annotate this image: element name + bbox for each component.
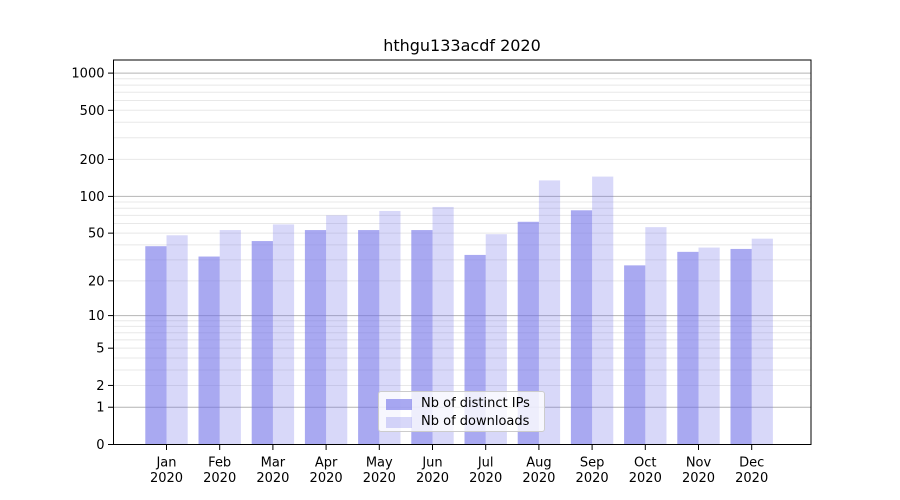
y-ticks	[108, 72, 114, 445]
bar	[304, 230, 327, 445]
y-tick-label: 1000	[71, 67, 104, 82]
bar	[411, 230, 433, 445]
x-tick-label: Jun 2020	[416, 456, 449, 487]
x-tick-label: Jan 2020	[150, 456, 183, 487]
bar	[570, 210, 593, 445]
x-tick-labels: Jan 2020 Feb 2020 Mar 2020 Apr 2020 May 2020 Jun 20…	[150, 456, 768, 487]
bar	[272, 224, 295, 445]
bar	[145, 246, 167, 445]
bar	[677, 251, 699, 445]
y-tick-label: 2	[96, 379, 104, 394]
legend-label-distinct-ips: Nb of distinct IPs	[421, 396, 530, 411]
plot-frame	[113, 59, 812, 445]
bar	[698, 247, 720, 445]
bar	[166, 235, 188, 445]
legend-swatch-distinct-ips	[386, 398, 412, 410]
bar	[517, 221, 539, 445]
y-tick-label: 50	[88, 227, 105, 242]
bar	[251, 241, 273, 445]
legend: Nb of distinct IPs Nb of downloads	[378, 391, 545, 432]
y-tick-label: 5	[96, 342, 104, 357]
x-tick-label: Oct 2020	[629, 456, 662, 487]
y-tick-label: 500	[80, 104, 105, 119]
bar	[592, 176, 614, 445]
bar	[379, 210, 401, 445]
bars-distinct-ips	[145, 210, 752, 445]
y-tick-label: 20	[88, 274, 105, 289]
y-tick-label: 200	[80, 153, 105, 168]
bar	[198, 256, 220, 445]
bar	[326, 215, 348, 445]
bar	[358, 230, 380, 445]
bar	[751, 238, 773, 445]
bar	[624, 265, 646, 445]
x-tick-label: Nov 2020	[682, 456, 715, 487]
legend-row-distinct-ips: Nb of distinct IPs	[379, 395, 544, 413]
y-tick-label: 0	[96, 438, 104, 453]
legend-label-downloads: Nb of downloads	[421, 414, 530, 429]
bar	[432, 206, 454, 445]
bars-downloads	[166, 176, 773, 445]
y-tick-labels: 0 1 2 5 10 20 50 100 200 500 1000	[71, 67, 104, 453]
chart-title: hthgu133acdf 2020	[383, 36, 541, 55]
x-tick-label: Apr 2020	[310, 456, 343, 487]
bar	[538, 180, 561, 445]
x-tick-label: Aug 2020	[522, 456, 555, 487]
bar	[219, 230, 241, 445]
x-tick-label: Dec 2020	[735, 456, 768, 487]
y-grid-minor	[113, 78, 811, 386]
legend-swatch-downloads	[386, 416, 412, 428]
bar	[645, 227, 667, 445]
y-tick-label: 10	[88, 309, 105, 324]
y-tick-label: 1	[96, 401, 104, 416]
x-tick-label: May 2020	[363, 456, 396, 487]
x-tick-label: Sep 2020	[576, 456, 609, 487]
x-ticks	[166, 444, 753, 450]
legend-row-downloads: Nb of downloads	[379, 413, 544, 431]
x-tick-label: Jul 2020	[469, 456, 502, 487]
y-tick-label: 100	[80, 190, 105, 205]
x-tick-label: Feb 2020	[203, 456, 236, 487]
x-tick-label: Mar 2020	[256, 456, 289, 487]
bar	[730, 248, 752, 445]
